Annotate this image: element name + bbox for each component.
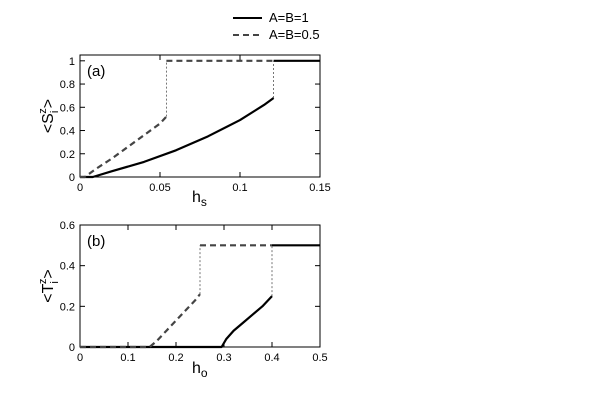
legend-label-dashed: A=B=0.5 (269, 27, 320, 42)
x-axis-label-b-main: h (192, 360, 201, 377)
x-tick-label: 0.3 (216, 352, 231, 364)
x-tick-label: 0.2 (168, 352, 183, 364)
y-tick-label: 0.2 (60, 149, 75, 161)
y-tick-label: 1 (69, 56, 75, 68)
panel-a: 0 0.05 0.1 0.15 0 0.2 0.4 0.6 0.8 1 (a) hs <Siz> (37, 54, 331, 209)
x-axis-label-b-sub: o (201, 366, 208, 380)
series-line-dashed (80, 293, 201, 349)
x-axis-label-a: hs (192, 189, 207, 209)
y-tick-label: 0.6 (60, 220, 75, 232)
series-a (80, 59, 320, 179)
y-axis-label-b-open: < (40, 293, 57, 302)
plot-frame-a (79, 54, 321, 178)
x-axis-label-b: ho (192, 360, 208, 380)
y-axis-label-b-sub: i (49, 281, 61, 283)
x-tick-label: 0.5 (312, 352, 327, 364)
series-b (80, 244, 320, 349)
panel-b: 0 0.1 0.2 0.3 0.4 0.5 0 0.2 0.4 0.6 (b) ho <Tiz> (37, 220, 328, 380)
x-tick-label: 0.1 (232, 182, 247, 194)
x-tick-label: 0.1 (120, 352, 135, 364)
y-tick-label: 0.4 (60, 126, 75, 138)
legend-label-solid: A=B=1 (269, 10, 309, 25)
x-ticks-a: 0 0.05 0.1 0.15 (77, 55, 331, 194)
y-axis-label-a-open: < (40, 124, 57, 133)
series-line-solid (80, 97, 275, 179)
y-tick-label: 0.6 (60, 102, 75, 114)
y-tick-label: 0 (69, 342, 75, 354)
y-axis-label-b-letter: T (40, 283, 57, 293)
y-axis-label-a-close: > (40, 99, 57, 108)
y-axis-label-a-sup: z (37, 108, 49, 114)
x-tick-label: 0.4 (264, 352, 279, 364)
x-axis-label-a-main: h (192, 189, 201, 206)
y-ticks-a: 0 0.2 0.4 0.6 0.8 1 (60, 56, 320, 184)
y-tick-label: 0.8 (60, 79, 75, 91)
y-tick-label: 0.4 (60, 261, 75, 273)
y-axis-label-b: <Tiz> (37, 269, 61, 302)
y-axis-label-b-close: > (40, 269, 57, 278)
series-line-solid (80, 295, 273, 349)
y-axis-label-b-sup: z (37, 279, 49, 285)
legend: A=B=1 A=B=0.5 (233, 10, 320, 42)
x-tick-label: 0.15 (309, 182, 330, 194)
panel-label-a: (a) (87, 63, 105, 80)
panel-label-b: (b) (87, 233, 105, 250)
y-axis-label-a-letter: S (40, 113, 57, 124)
y-tick-label: 0 (69, 172, 75, 184)
y-tick-label: 0.2 (60, 301, 75, 313)
x-tick-label: 0.05 (149, 182, 170, 194)
x-axis-label-a-sub: s (201, 195, 207, 209)
y-axis-label-a-sub: i (49, 111, 61, 113)
x-tick-label: 0 (77, 352, 83, 364)
y-axis-label-a: <Siz> (37, 99, 61, 133)
x-tick-label: 0 (77, 182, 83, 194)
series-line-dashed (80, 115, 168, 179)
x-ticks-b: 0 0.1 0.2 0.3 0.4 0.5 (77, 225, 328, 364)
y-ticks-b: 0 0.2 0.4 0.6 (60, 220, 320, 354)
